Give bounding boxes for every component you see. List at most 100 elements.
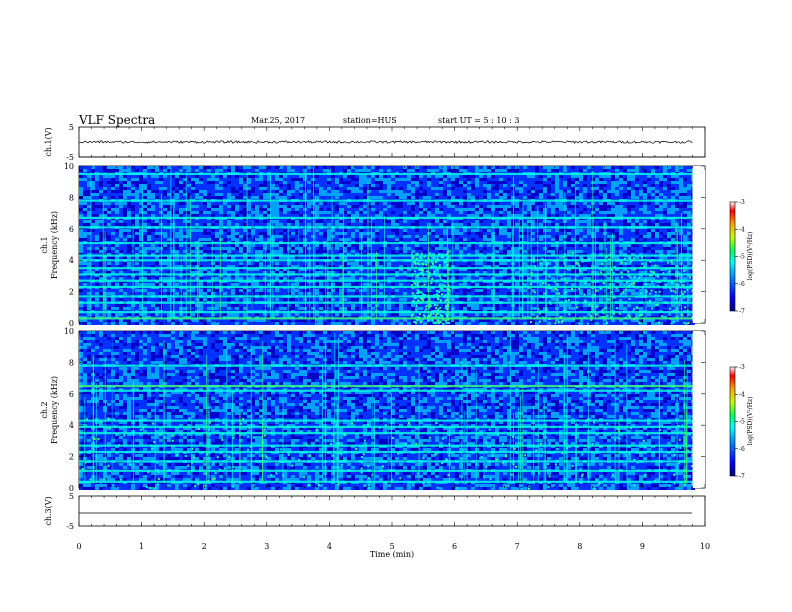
spectrogram-cell <box>323 250 327 253</box>
spectrogram-cell <box>259 193 263 196</box>
spectrogram-cell <box>255 178 259 181</box>
spectrogram-cell <box>215 250 219 253</box>
spectrogram-cell <box>635 232 639 235</box>
spectrogram-cell <box>275 193 279 196</box>
spectrogram-cell <box>135 250 139 253</box>
spectrogram-cell <box>195 184 199 187</box>
spectrogram-cell <box>571 223 575 226</box>
spectrogram-cell <box>627 181 631 184</box>
spectrogram-cell <box>319 229 323 232</box>
spectrogram-cell <box>287 238 291 241</box>
spectrogram-cell <box>399 223 403 226</box>
spectrogram-cell <box>95 223 99 226</box>
spectrogram-cell <box>127 202 131 205</box>
spectrogram-cell <box>227 244 231 247</box>
spectrogram-cell <box>383 208 387 211</box>
spectrogram-cell <box>559 190 563 193</box>
spectrogram-cell <box>607 169 611 172</box>
spectrogram-cell <box>567 232 571 235</box>
spectrogram-cell <box>79 184 83 187</box>
spectrogram-cell <box>595 190 599 193</box>
spectrogram-cell <box>403 232 407 235</box>
spectrogram-cell <box>555 235 559 238</box>
spectrogram-cell <box>495 169 499 172</box>
spectrogram-cell <box>159 187 163 190</box>
spectrogram-cell <box>483 166 487 169</box>
spectrogram-cell <box>571 196 575 199</box>
spectrogram-cell <box>331 178 335 181</box>
spectrogram-cell <box>91 208 95 211</box>
spectrogram-cell <box>359 187 363 190</box>
spectrogram-cell <box>571 175 575 178</box>
spectrogram-cell <box>139 181 143 184</box>
spectrogram-cell <box>459 223 463 226</box>
spectrogram-cell <box>247 181 251 184</box>
spectrogram-cell <box>507 178 511 181</box>
spectrogram-cell <box>107 205 111 208</box>
spectrogram-cell <box>539 208 543 211</box>
spectrogram-cell <box>135 196 139 199</box>
spectrogram-cell <box>647 244 651 247</box>
spectrogram-cell <box>527 208 531 211</box>
spectrogram-cell <box>331 166 335 169</box>
spectrogram-cell <box>471 232 475 235</box>
spectrogram-cell <box>663 202 667 205</box>
spectrogram-cell <box>175 262 179 265</box>
spectrogram-cell <box>519 202 523 205</box>
spectrogram-cell <box>543 235 547 238</box>
spectrogram-cell <box>99 250 103 253</box>
spectrogram-cell <box>483 220 487 223</box>
spectrogram-cell <box>407 220 411 223</box>
spectrogram-cell <box>175 193 179 196</box>
spectrogram-cell <box>515 205 519 208</box>
spectrogram-cell <box>523 235 527 238</box>
spectrogram-cell <box>343 202 347 205</box>
spectrogram-cell <box>351 211 355 214</box>
spectrogram-cell <box>523 220 527 223</box>
spectrogram-cell <box>311 196 315 199</box>
spectrogram-cell <box>391 202 395 205</box>
spectrogram-cell <box>607 190 611 193</box>
spectrogram-cell <box>459 214 463 217</box>
spectrogram-cell <box>683 229 687 232</box>
spectrogram-cell <box>395 214 399 217</box>
spectrogram-cell <box>427 181 431 184</box>
spectrogram-cell <box>107 214 111 217</box>
spectrogram-cell <box>359 205 363 208</box>
spectrogram-cell <box>235 247 239 250</box>
spectrogram-cell <box>431 169 435 172</box>
spectrogram-cell <box>235 175 239 178</box>
spectrogram-cell <box>611 184 615 187</box>
spectrogram-cell <box>163 262 167 265</box>
spectrogram-cell <box>531 211 535 214</box>
spectrogram-cell <box>375 178 379 181</box>
spectrogram-cell <box>327 229 331 232</box>
spectrogram-cell <box>635 178 639 181</box>
spectrogram-cell <box>599 184 603 187</box>
spectrogram-cell <box>79 232 83 235</box>
spectrogram-cell <box>411 181 415 184</box>
spectrogram-cell <box>123 220 127 223</box>
spectrogram-cell <box>83 214 87 217</box>
spectrogram-cell <box>119 205 123 208</box>
spectrogram-cell <box>419 178 423 181</box>
spectrogram-cell <box>79 169 83 172</box>
spectrogram-cell <box>495 166 499 169</box>
spectrogram-cell <box>355 211 359 214</box>
spectrogram-cell <box>471 166 475 169</box>
spectrogram-cell <box>255 175 259 178</box>
spectrogram-cell <box>303 178 307 181</box>
spectrogram-cell <box>131 175 135 178</box>
spectrogram-cell <box>299 262 303 265</box>
spectrogram-cell <box>287 211 291 214</box>
spectrogram-cell <box>283 238 287 241</box>
spectrogram-cell <box>251 220 255 223</box>
spectrogram-cell <box>551 232 555 235</box>
spectrogram-cell <box>251 196 255 199</box>
spectrogram-cell <box>407 208 411 211</box>
spectrogram-cell <box>323 214 327 217</box>
spectrogram-cell <box>431 223 435 226</box>
spectrogram-cell <box>119 169 123 172</box>
spectrogram-cell <box>667 193 671 196</box>
spectrogram-cell <box>307 244 311 247</box>
